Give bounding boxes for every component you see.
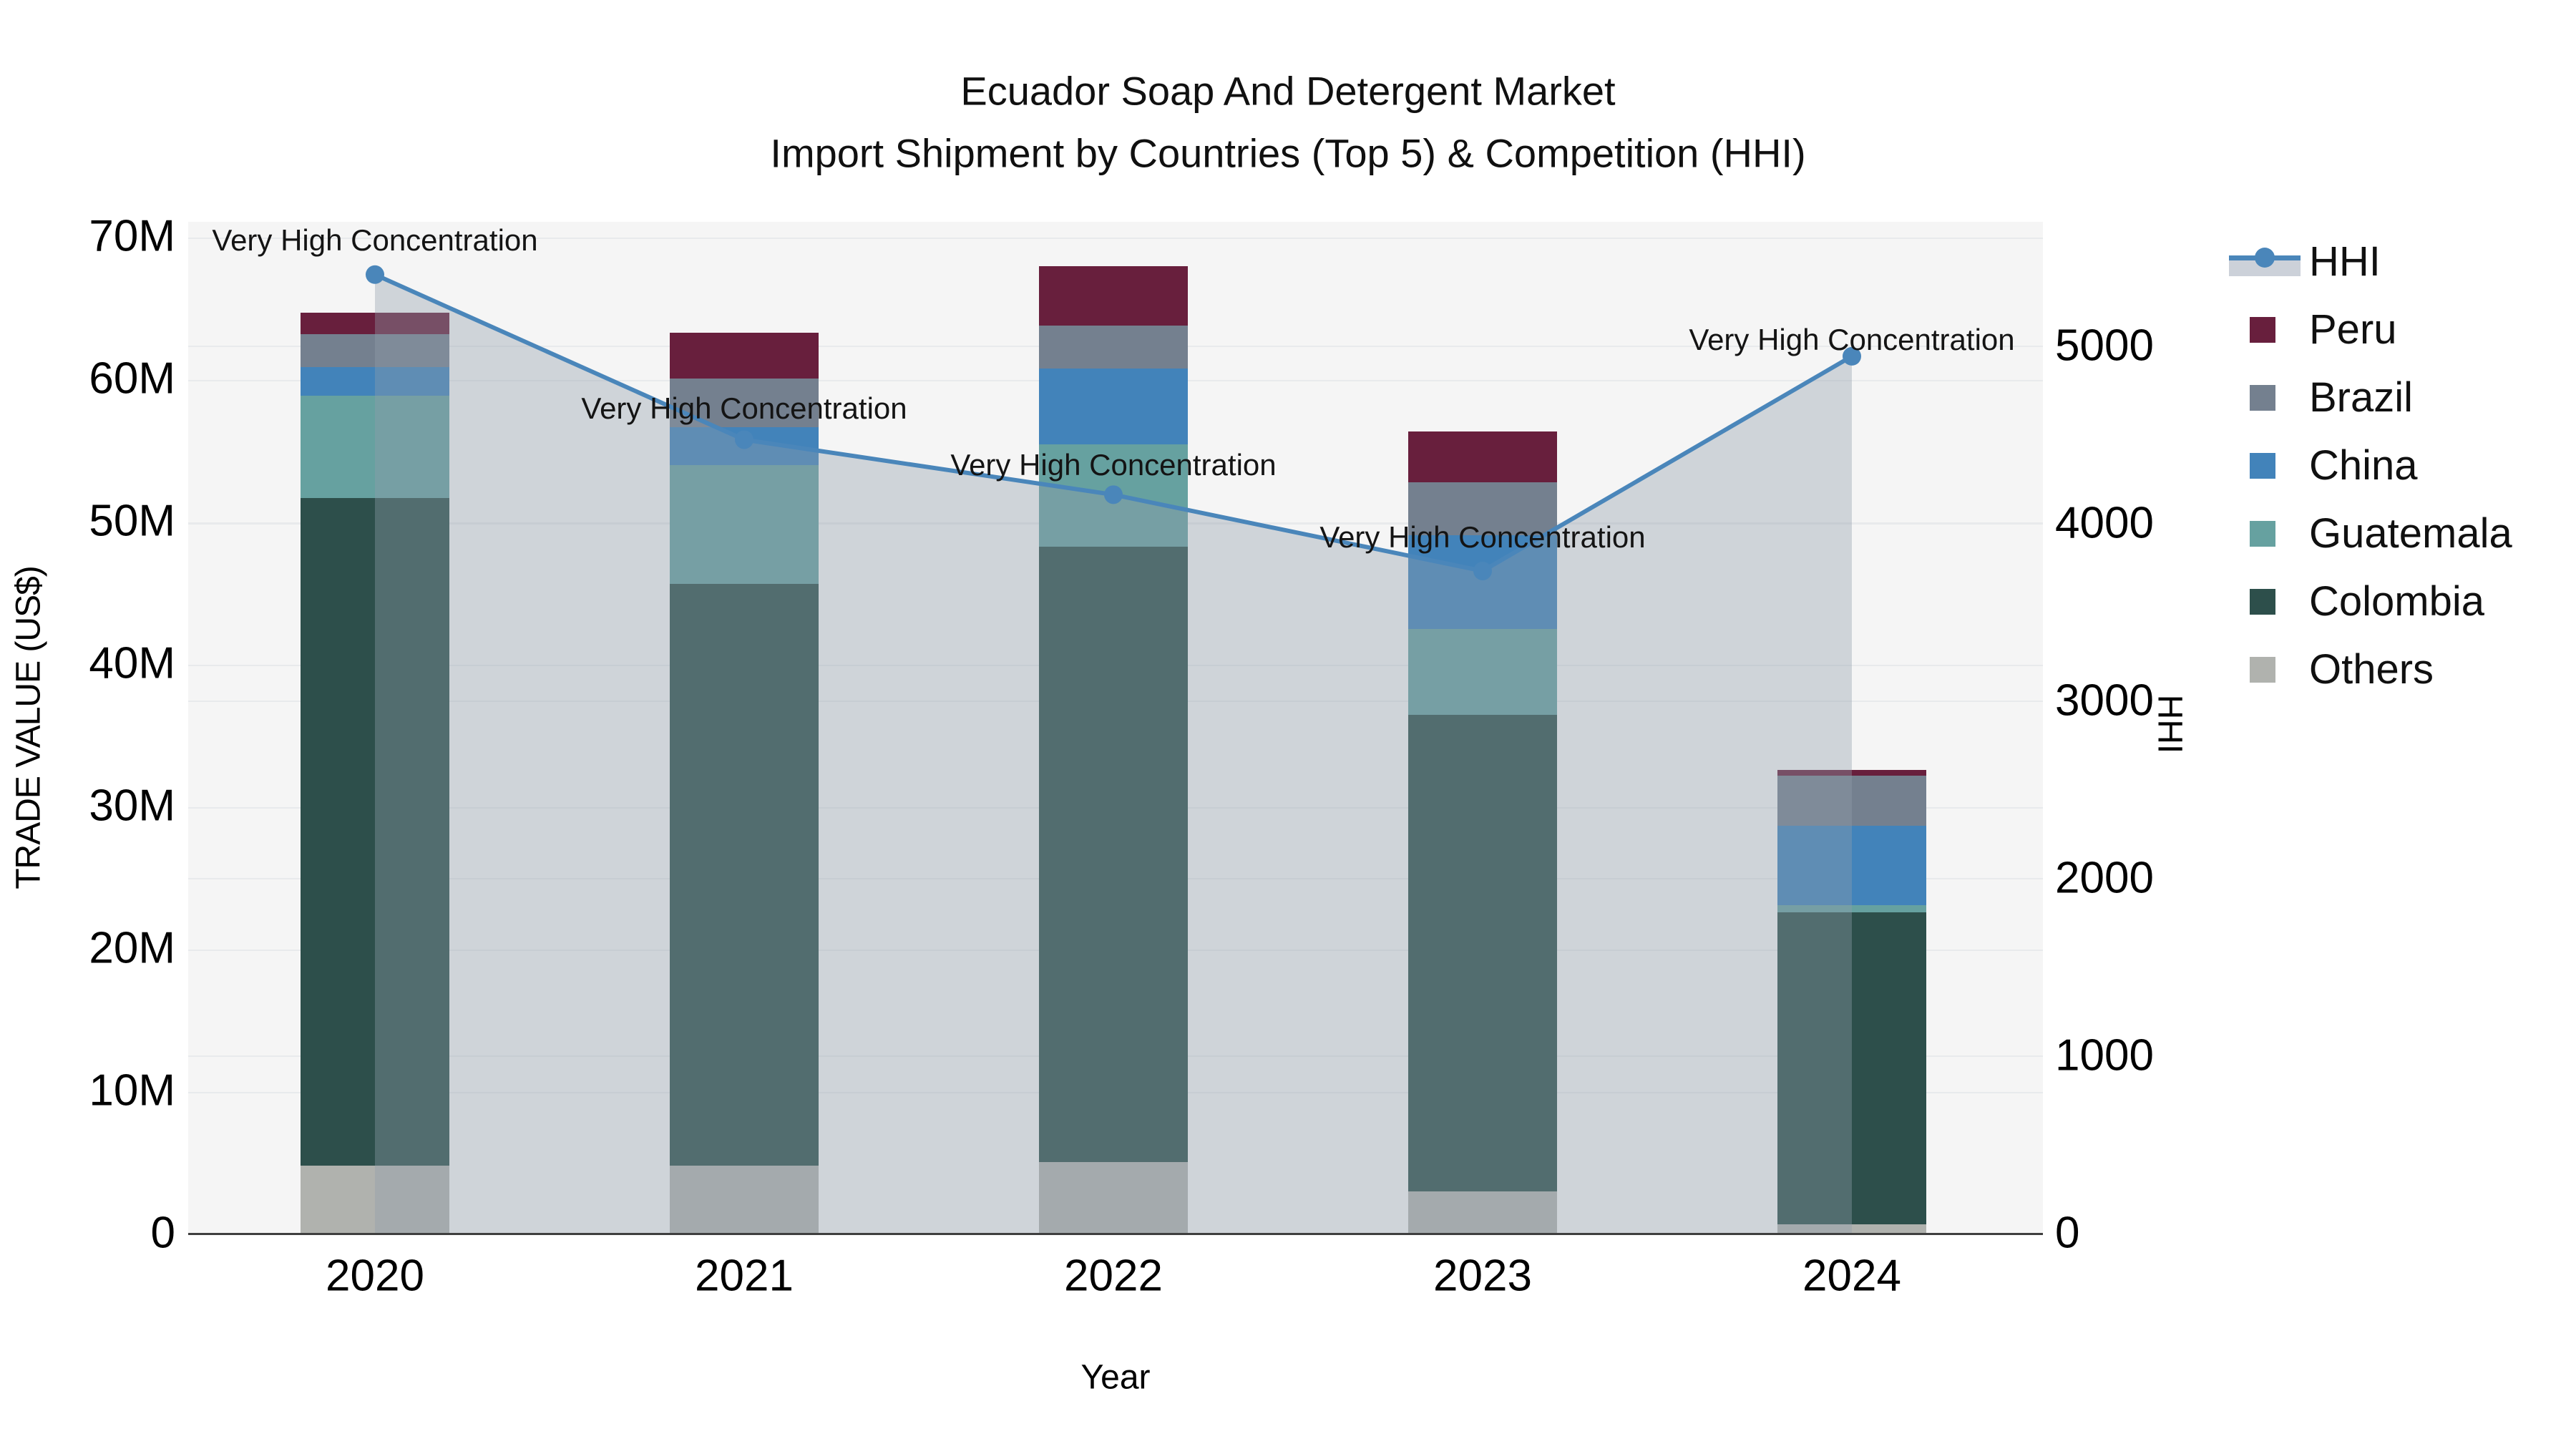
y-left-tick-50M: 50M [89, 496, 175, 546]
legend-swatch-peru [2250, 316, 2275, 343]
legend-swatch-colombia [2250, 588, 2275, 615]
bar-segment-others-2024[interactable] [1777, 1224, 1926, 1234]
bar-segment-colombia-2023[interactable] [1408, 714, 1557, 1192]
hhi-marker-2021[interactable] [735, 430, 753, 449]
annotation-2024: Very High Concentration [1689, 322, 2015, 356]
x-axis-line [188, 1233, 2043, 1235]
annotation-2023: Very High Concentration [1319, 519, 1646, 554]
plot-area: Very High Concentration Very High Concent… [188, 222, 2043, 1234]
y-left-tick-40M: 40M [89, 638, 175, 688]
legend-label-colombia: Colombia [2309, 578, 2484, 625]
x-tick-2020: 2020 [326, 1251, 424, 1301]
y-right-tick-1000: 1000 [2055, 1030, 2154, 1080]
legend-label-peru: Peru [2309, 306, 2397, 353]
bar-segment-brazil-2023[interactable] [1408, 482, 1557, 535]
y-right-axis-title: HHI [2150, 694, 2189, 754]
y-left-tick-60M: 60M [89, 353, 175, 404]
gridline-left-70M [188, 238, 2043, 239]
bar-segment-peru-2021[interactable] [670, 333, 819, 379]
bar-segment-brazil-2024[interactable] [1777, 776, 1926, 826]
x-tick-2023: 2023 [1433, 1251, 1532, 1301]
hhi-marker-2024[interactable] [1843, 346, 1861, 366]
annotation-2020: Very High Concentration [212, 223, 538, 257]
legend-label-guatemala: Guatemala [2309, 510, 2512, 557]
bar-segment-peru-2023[interactable] [1408, 431, 1557, 483]
bar-segment-china-2024[interactable] [1777, 825, 1926, 906]
legend-hhi-marker-icon [2255, 247, 2275, 268]
legend-item-peru[interactable]: Peru [2222, 296, 2551, 364]
bar-segment-others-2020[interactable] [301, 1166, 449, 1234]
legend-label-hhi: HHI [2309, 238, 2381, 285]
x-tick-2021: 2021 [695, 1251, 794, 1301]
bar-segment-brazil-2020[interactable] [301, 334, 449, 368]
y-left-tick-20M: 20M [89, 923, 175, 973]
y-left-tick-10M: 10M [89, 1065, 175, 1116]
bar-segment-guatemala-2021[interactable] [670, 465, 819, 584]
hhi-area-fill [375, 274, 1852, 1233]
bar-segment-peru-2020[interactable] [301, 313, 449, 335]
bar-segment-others-2022[interactable] [1039, 1161, 1188, 1234]
legend-label-brazil: Brazil [2309, 374, 2414, 421]
legend-item-guatemala[interactable]: Guatemala [2222, 499, 2551, 567]
y-left-axis-title: TRADE VALUE (US$) [9, 566, 48, 889]
y-right-tick-5000: 5000 [2055, 321, 2154, 371]
legend-label-others: Others [2309, 646, 2434, 693]
bar-segment-guatemala-2020[interactable] [301, 395, 449, 499]
x-tick-2024: 2024 [1802, 1251, 1901, 1301]
y-left-tick-70M: 70M [89, 211, 175, 261]
bar-segment-china-2022[interactable] [1039, 369, 1188, 444]
y-right-tick-2000: 2000 [2055, 853, 2154, 903]
x-axis-title: Year [1080, 1358, 1151, 1397]
hhi-marker-2020[interactable] [366, 265, 384, 284]
legend-swatch-china [2250, 452, 2275, 479]
bar-segment-china-2023[interactable] [1408, 535, 1557, 630]
annotation-2021: Very High Concentration [581, 391, 907, 426]
bar-segment-guatemala-2023[interactable] [1408, 629, 1557, 715]
bar-segment-colombia-2022[interactable] [1039, 546, 1188, 1162]
legend-item-brazil[interactable]: Brazil [2222, 364, 2551, 431]
bar-segment-brazil-2022[interactable] [1039, 326, 1188, 369]
legend-swatch-brazil [2250, 384, 2275, 411]
hhi-line-area-layer [366, 265, 1861, 1233]
legend-item-colombia[interactable]: Colombia [2222, 567, 2551, 635]
y-right-tick-3000: 3000 [2055, 675, 2154, 726]
legend-hhi-line-sample-icon [2229, 242, 2301, 282]
x-tick-2022: 2022 [1064, 1251, 1163, 1301]
legend-swatch-others [2250, 656, 2275, 683]
bar-segment-others-2023[interactable] [1408, 1191, 1557, 1234]
legend-label-china: China [2309, 442, 2418, 489]
legend-item-others[interactable]: Others [2222, 635, 2551, 703]
y-left-tick-0: 0 [150, 1208, 175, 1258]
bar-segment-colombia-2021[interactable] [670, 583, 819, 1166]
hhi-marker-2023[interactable] [1473, 561, 1492, 580]
y-left-tick-30M: 30M [89, 781, 175, 831]
legend-swatch-guatemala [2250, 520, 2275, 547]
legend-item-china[interactable]: China [2222, 431, 2551, 499]
bar-segment-guatemala-2024[interactable] [1777, 905, 1926, 913]
chart-title-line1: Ecuador Soap And Detergent Market [960, 68, 1616, 114]
bar-segment-others-2021[interactable] [670, 1166, 819, 1234]
bar-segment-china-2020[interactable] [301, 367, 449, 396]
legend-item-hhi[interactable]: HHI [2222, 228, 2551, 296]
chart-title-line2: Import Shipment by Countries (Top 5) & C… [770, 130, 1806, 176]
y-right-tick-0: 0 [2055, 1208, 2080, 1258]
annotation-2022: Very High Concentration [950, 448, 1277, 482]
bar-segment-colombia-2020[interactable] [301, 498, 449, 1166]
bar-segment-peru-2024[interactable] [1777, 770, 1926, 776]
hhi-marker-2022[interactable] [1104, 485, 1123, 504]
bar-segment-peru-2022[interactable] [1039, 265, 1188, 326]
y-right-tick-4000: 4000 [2055, 498, 2154, 548]
bar-segment-colombia-2024[interactable] [1777, 912, 1926, 1225]
